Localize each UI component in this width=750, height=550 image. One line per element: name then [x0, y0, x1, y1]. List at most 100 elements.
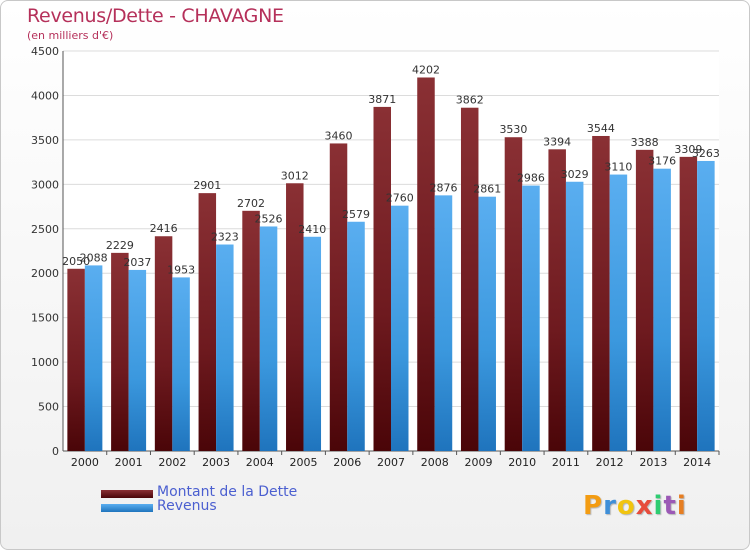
data-label-revenus: 2876	[429, 181, 457, 194]
x-tick-label: 2000	[71, 456, 99, 469]
bar-revenus	[128, 269, 147, 451]
bar-dette	[329, 143, 348, 451]
x-tick-label: 2011	[552, 456, 580, 469]
bar-revenus	[216, 244, 234, 451]
logo-letter: t	[663, 491, 677, 521]
x-tick-label: 2012	[596, 456, 624, 469]
proxiti-logo: Proxiti	[583, 491, 687, 521]
bar-dette	[548, 149, 566, 452]
chart-subtitle: (en milliers d'€)	[27, 29, 114, 42]
y-tick-label: 1000	[31, 356, 59, 369]
data-label-revenus: 2579	[342, 208, 370, 221]
data-label-revenus: 2760	[386, 192, 414, 205]
bar-revenus	[303, 236, 322, 451]
legend-label-dette: Montant de la Dette	[157, 484, 298, 500]
bar-dette	[242, 210, 260, 451]
y-tick-label: 2000	[31, 267, 59, 280]
data-label-dette: 2050	[62, 255, 90, 268]
bar-revenus	[347, 221, 365, 451]
y-tick-label: 0	[52, 445, 59, 458]
data-label-revenus: 1953	[167, 263, 195, 276]
bar-revenus	[609, 174, 628, 452]
legend-label-revenus: Revenus	[157, 498, 217, 514]
data-label-revenus: 3029	[561, 168, 589, 181]
bar-dette	[286, 183, 304, 451]
logo-letter: i	[653, 491, 664, 521]
y-tick-label: 3000	[31, 178, 59, 191]
logo-letter: i	[676, 491, 687, 521]
x-tick-label: 2005	[290, 456, 318, 469]
bar-dette	[111, 252, 129, 451]
data-label-revenus: 2526	[255, 212, 283, 225]
data-label-revenus: 2861	[473, 183, 501, 196]
data-label-dette: 3530	[499, 123, 527, 136]
bar-revenus	[259, 226, 278, 451]
x-tick-label: 2010	[508, 456, 536, 469]
x-tick-label: 2003	[202, 456, 230, 469]
logo-letter: x	[635, 491, 654, 521]
bar-dette	[417, 77, 435, 451]
bar-revenus	[172, 277, 190, 451]
legend-swatch-dette	[101, 490, 153, 498]
logo-letter: r	[603, 491, 617, 521]
data-label-dette: 2901	[193, 179, 221, 192]
data-label-dette: 3862	[456, 94, 484, 107]
bar-dette	[635, 149, 654, 451]
bar-revenus	[434, 195, 453, 451]
bar-revenus	[478, 196, 496, 451]
y-tick-label: 1500	[31, 312, 59, 325]
logo-letter: o	[616, 491, 636, 521]
data-label-dette: 3394	[543, 135, 571, 148]
data-label-dette: 2229	[106, 239, 134, 252]
data-label-dette: 3012	[281, 169, 309, 182]
data-label-revenus: 3176	[648, 155, 676, 168]
y-tick-label: 500	[38, 401, 59, 414]
data-label-dette: 4202	[412, 63, 440, 76]
x-tick-label: 2004	[246, 456, 274, 469]
y-tick-label: 2500	[31, 223, 59, 236]
data-label-dette: 3544	[587, 122, 615, 135]
data-label-dette: 2702	[237, 197, 265, 210]
x-tick-label: 2008	[421, 456, 449, 469]
bar-revenus	[697, 160, 715, 451]
bar-dette	[679, 156, 698, 451]
data-label-dette: 3309	[674, 143, 702, 156]
data-label-revenus: 2986	[517, 172, 545, 185]
data-label-revenus: 3263	[692, 147, 720, 160]
data-label-dette: 2416	[150, 222, 178, 235]
logo-letter: P	[583, 491, 604, 521]
bar-dette	[67, 268, 85, 451]
bar-revenus	[522, 185, 540, 452]
bar-revenus	[391, 205, 409, 451]
bar-dette	[460, 107, 479, 451]
x-tick-label: 2002	[158, 456, 186, 469]
data-label-revenus: 2088	[80, 251, 108, 264]
chart-title: Revenus/Dette - CHAVAGNE	[27, 5, 284, 27]
data-label-revenus: 2037	[123, 256, 151, 269]
x-tick-label: 2006	[333, 456, 361, 469]
bar-revenus	[84, 265, 103, 451]
data-label-revenus: 3110	[604, 161, 632, 174]
x-tick-label: 2013	[639, 456, 667, 469]
y-tick-label: 4000	[31, 89, 59, 102]
bar-dette	[373, 106, 391, 452]
legend-swatch-revenus	[101, 504, 153, 512]
bar-dette	[592, 135, 610, 451]
bar-revenus	[565, 181, 584, 451]
bar-dette	[198, 193, 217, 451]
data-label-dette: 3871	[368, 93, 396, 106]
data-label-revenus: 2323	[211, 231, 239, 244]
data-label-revenus: 2410	[298, 223, 326, 236]
y-tick-label: 4500	[31, 45, 59, 58]
x-tick-label: 2009	[464, 456, 492, 469]
y-tick-label: 3500	[31, 134, 59, 147]
x-tick-label: 2014	[683, 456, 711, 469]
data-label-dette: 3460	[325, 129, 353, 142]
data-label-dette: 3388	[631, 136, 659, 149]
x-tick-label: 2007	[377, 456, 405, 469]
x-tick-label: 2001	[115, 456, 143, 469]
bar-dette	[154, 236, 173, 451]
bar-revenus	[653, 168, 671, 451]
